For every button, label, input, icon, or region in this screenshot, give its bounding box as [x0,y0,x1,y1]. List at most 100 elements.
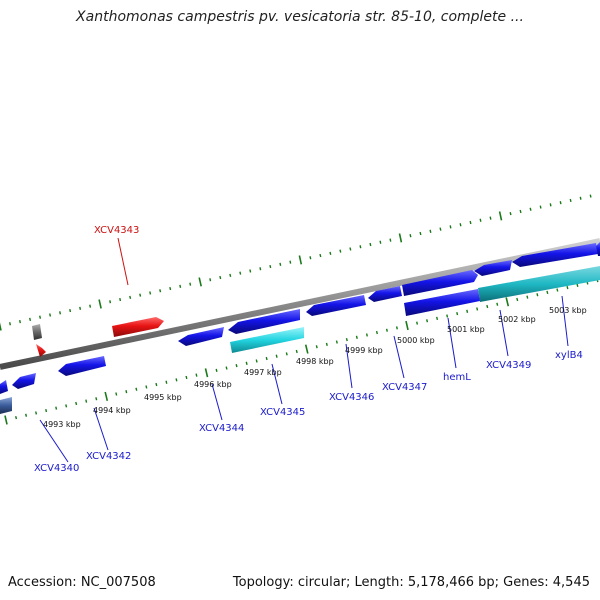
gene-fwd-5[interactable] [402,270,478,296]
leader-line-xcv4340 [39,419,69,463]
minor-tick [319,253,322,258]
major-tick [298,255,303,265]
minor-tick [419,231,422,236]
minor-tick [145,385,148,389]
minor-tick [476,307,479,311]
minor-tick [439,227,442,231]
minor-tick [265,356,268,361]
minor-tick [245,361,248,365]
minor-tick [566,286,569,290]
major-tick [198,277,202,287]
minor-tick [309,256,312,260]
minor-tick [359,245,362,249]
minor-tick [219,275,222,280]
gene-fwd-2[interactable] [228,309,300,334]
gene-label-xcv4340[interactable]: XCV4340 [34,463,79,474]
minor-tick [55,406,58,410]
minor-tick [556,288,559,292]
gene-fwd-7[interactable] [512,243,598,267]
scale-label: 5001 kbp [447,325,485,334]
minor-tick [75,401,78,406]
gene-fwd-4[interactable] [368,286,402,302]
major-tick [104,391,109,401]
minor-tick [395,326,398,330]
minor-tick [35,411,38,415]
minor-tick [429,229,432,233]
gene-label-xcv4342[interactable]: XCV4342 [86,451,131,462]
minor-tick [129,295,132,299]
minor-tick [389,238,392,242]
gene-xcv4342-body[interactable] [12,373,36,389]
minor-tick [579,196,582,200]
genome-summary-label: Topology: circular; Length: 5,178,466 bp… [232,575,590,590]
gene-label-heml[interactable]: hemL [443,372,471,383]
genome-backbone [0,238,600,370]
minor-tick [175,378,178,382]
minor-tick [39,315,42,319]
minor-tick [185,375,188,380]
minor-tick [375,330,378,335]
gene-fwd-6[interactable] [474,260,512,276]
minor-tick [165,380,168,384]
minor-tick [45,408,48,413]
gene-fwd-8[interactable] [596,242,600,256]
minor-tick [79,306,82,310]
minor-tick [546,290,549,295]
gene-label-xcv4345[interactable]: XCV4345 [260,407,305,418]
major-tick [398,233,403,243]
gene-label-xcv4349[interactable]: XCV4349 [486,360,531,371]
leader-line-xylb4 [561,295,569,347]
gene-xcv4340-body[interactable] [0,380,8,394]
minor-tick [135,387,138,391]
minor-tick [509,212,512,216]
gene-blue-under[interactable] [404,289,480,316]
minor-tick [159,289,162,293]
minor-tick [365,333,368,337]
gene-label-xcv4343[interactable]: XCV4343 [94,225,139,236]
major-tick [505,297,510,307]
minor-tick [85,399,88,403]
minor-tick [315,345,318,349]
minor-tick [416,321,419,325]
minor-tick [539,205,542,209]
leader-line-xcv4342 [93,407,109,451]
minor-tick [459,223,462,227]
minor-tick [179,284,182,288]
minor-tick [125,390,128,394]
gene-xcv4342b[interactable] [58,356,106,376]
gene-xcv4343[interactable] [112,317,164,337]
minor-tick [59,311,62,315]
scale-label: 4993 kbp [43,420,81,429]
gene-fwd-3[interactable] [306,295,366,316]
scale-label: 4998 kbp [296,357,334,366]
minor-tick [95,397,98,401]
major-tick [98,299,102,309]
major-tick [498,211,503,221]
minor-tick [466,309,469,313]
minor-tick [275,354,278,358]
minor-tick [469,220,472,225]
gene-label-xylb4[interactable]: xylB4 [555,350,583,361]
gene-red-small[interactable] [36,344,46,357]
gene-gray-small[interactable] [32,324,42,340]
minor-tick [25,413,28,417]
minor-tick [249,269,252,273]
gene-label-xcv4346[interactable]: XCV4346 [329,392,374,403]
gene-label-xcv4344[interactable]: XCV4344 [199,423,244,434]
minor-tick [115,392,118,396]
minor-tick [235,364,238,368]
gene-teal-long[interactable] [478,266,600,302]
minor-tick [536,293,539,297]
gene-label-xcv4347[interactable]: XCV4347 [382,382,427,393]
gene-fwd-1[interactable] [178,327,224,346]
gene-xcv4345-cyan[interactable] [230,327,304,353]
minor-tick [496,302,499,306]
minor-tick [526,295,529,299]
major-tick [304,344,309,354]
minor-tick [189,282,192,286]
minor-tick [519,209,522,214]
minor-tick [385,328,388,332]
gene-steel[interactable] [0,397,12,414]
leader-line-xcv4343 [117,237,129,286]
